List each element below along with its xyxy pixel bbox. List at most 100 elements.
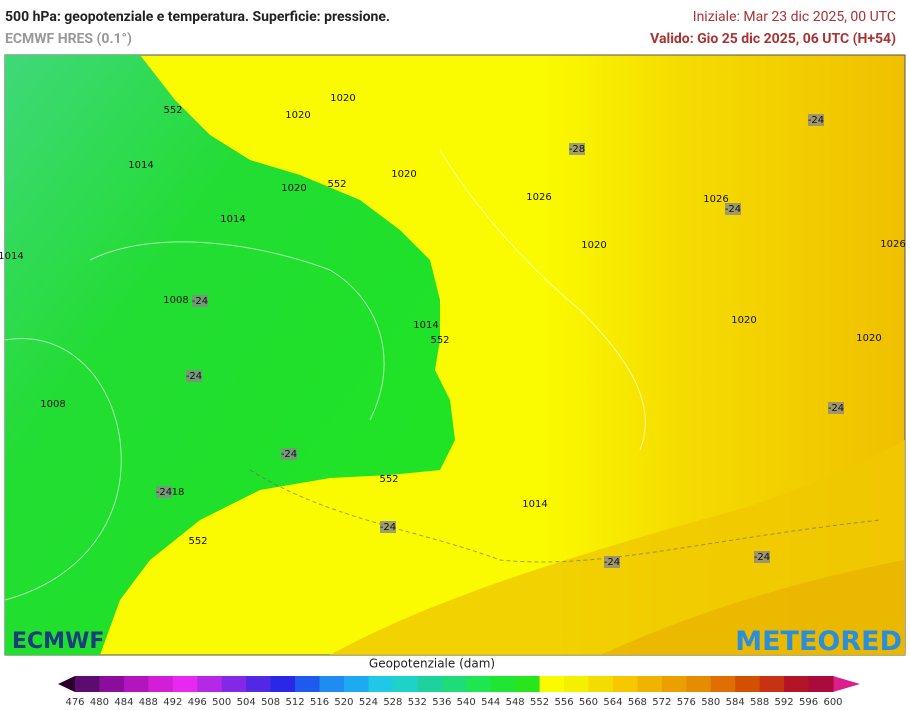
colorbar-over bbox=[833, 676, 860, 692]
label-box bbox=[156, 486, 172, 498]
contour-label: 552 bbox=[430, 335, 449, 346]
colorbar-tick-label: 540 bbox=[457, 697, 476, 708]
contour-label: 552 bbox=[163, 105, 182, 116]
temperature-label: -28 bbox=[569, 144, 585, 155]
colorbar-swatch bbox=[808, 676, 834, 692]
colorbar-tick-label: 564 bbox=[603, 697, 622, 708]
colorbar-swatch bbox=[686, 676, 712, 692]
contour-label: 1008 bbox=[40, 399, 65, 410]
contour-label: 1026 bbox=[526, 192, 551, 203]
colorbar-swatch bbox=[466, 676, 492, 692]
colorbar-swatch bbox=[246, 676, 272, 692]
logo-ecmwf: ECMWF bbox=[12, 629, 104, 654]
contour-label: 1020 bbox=[391, 169, 416, 180]
colorbar-tick-label: 568 bbox=[628, 697, 647, 708]
contour-label: 552 bbox=[188, 536, 207, 547]
temperature-label: -24 bbox=[192, 296, 208, 307]
colorbar-tick-label: 592 bbox=[775, 697, 794, 708]
isobar bbox=[89, 241, 385, 421]
temperature-label: -24 bbox=[725, 204, 741, 215]
colorbar-tick-label: 556 bbox=[554, 697, 573, 708]
colorbar-tick-label: 572 bbox=[652, 697, 671, 708]
colorbar-tick-label: 488 bbox=[139, 697, 158, 708]
contour-label: 1014 bbox=[413, 320, 438, 331]
colorbar-tick-label: 508 bbox=[261, 697, 280, 708]
contour-label: 1026 bbox=[880, 239, 905, 250]
contour-label: 1020 bbox=[281, 183, 306, 194]
label-box bbox=[186, 370, 202, 382]
isotherm bbox=[249, 469, 881, 563]
temperature-label: -24 bbox=[186, 371, 202, 382]
colorbar-tick-label: 588 bbox=[750, 697, 769, 708]
label-box bbox=[192, 295, 208, 307]
colorbar-swatch bbox=[368, 676, 394, 692]
colorbar-swatch bbox=[172, 676, 198, 692]
colorbar-swatch bbox=[148, 676, 174, 692]
colorbar-swatch bbox=[221, 676, 247, 692]
contour-label: 552 bbox=[327, 179, 346, 190]
label-box bbox=[281, 448, 297, 460]
colorbar-tick-label: 532 bbox=[408, 697, 427, 708]
temperature-label: -24 bbox=[156, 487, 172, 498]
isobar bbox=[4, 338, 122, 601]
contour-label: 1026 bbox=[703, 194, 728, 205]
colorbar-swatch bbox=[564, 676, 589, 692]
colorbar-under bbox=[58, 676, 75, 692]
colorbar-tick-label: 504 bbox=[237, 697, 256, 708]
init-time: Iniziale: Mar 23 dic 2025, 00 UTC bbox=[692, 9, 896, 25]
contour-label: 1008 bbox=[163, 295, 188, 306]
contour-label: 18 bbox=[172, 487, 185, 498]
colorbar-tick-label: 496 bbox=[188, 697, 207, 708]
colorbar-tick-label: 560 bbox=[579, 697, 598, 708]
contour-label: 1020 bbox=[330, 93, 355, 104]
contour-label: 552 bbox=[379, 474, 398, 485]
colorbar-tick-label: 600 bbox=[823, 697, 842, 708]
green-area bbox=[5, 55, 455, 655]
colorbar-tick-label: 500 bbox=[212, 697, 231, 708]
colorbar-tick-label: 516 bbox=[310, 697, 329, 708]
colorbar-tick-label: 536 bbox=[432, 697, 451, 708]
colorbar-tick-label: 476 bbox=[65, 697, 84, 708]
colorbar-swatch bbox=[784, 676, 810, 692]
model: ECMWF HRES (0.1°) bbox=[5, 31, 132, 47]
colorbar-tick-label: 528 bbox=[383, 697, 402, 708]
colorbar-swatch bbox=[710, 676, 736, 692]
colorbar-swatch bbox=[123, 676, 149, 692]
label-box bbox=[604, 556, 620, 568]
colorbar-swatch bbox=[417, 676, 443, 692]
colorbar-tick-label: 548 bbox=[506, 697, 525, 708]
colorbar-swatch bbox=[75, 676, 100, 692]
colorbar-tick-label: 480 bbox=[90, 697, 109, 708]
orange-area bbox=[600, 560, 905, 655]
colorbar-tick-label: 492 bbox=[163, 697, 182, 708]
colorbar-tick-label: 576 bbox=[677, 697, 696, 708]
colorbar-title: Geopotenziale (dam) bbox=[369, 657, 495, 671]
temperature-label: -24 bbox=[281, 449, 297, 460]
colorbar-swatch bbox=[392, 676, 418, 692]
colorbar-swatch bbox=[99, 676, 125, 692]
colorbar-tick-label: 580 bbox=[701, 697, 720, 708]
colorbar-swatch bbox=[515, 676, 541, 692]
contour-label: 1020 bbox=[581, 240, 606, 251]
contour-label: 1014 bbox=[128, 160, 153, 171]
valid-time: Valido: Gio 25 dic 2025, 06 UTC (H+54) bbox=[650, 31, 896, 47]
colorbar-tick-label: 484 bbox=[114, 697, 133, 708]
colorbar-swatch bbox=[539, 676, 565, 692]
colorbar-swatch bbox=[197, 676, 223, 692]
temperature-label: -24 bbox=[604, 557, 620, 568]
colorbar-swatch bbox=[490, 676, 516, 692]
colorbar-swatch bbox=[441, 676, 467, 692]
colorbar-swatch bbox=[612, 676, 638, 692]
contour-label: 1020 bbox=[856, 333, 881, 344]
label-box bbox=[380, 521, 396, 533]
contour-label: 1014 bbox=[0, 251, 24, 262]
colorbar-swatch bbox=[588, 676, 614, 692]
colorbar-swatch bbox=[661, 676, 687, 692]
colorbar-tick-label: 520 bbox=[334, 697, 353, 708]
colorbar-swatch bbox=[759, 676, 785, 692]
colorbar-swatch bbox=[295, 676, 321, 692]
isobar bbox=[439, 149, 646, 451]
label-box bbox=[828, 402, 844, 414]
